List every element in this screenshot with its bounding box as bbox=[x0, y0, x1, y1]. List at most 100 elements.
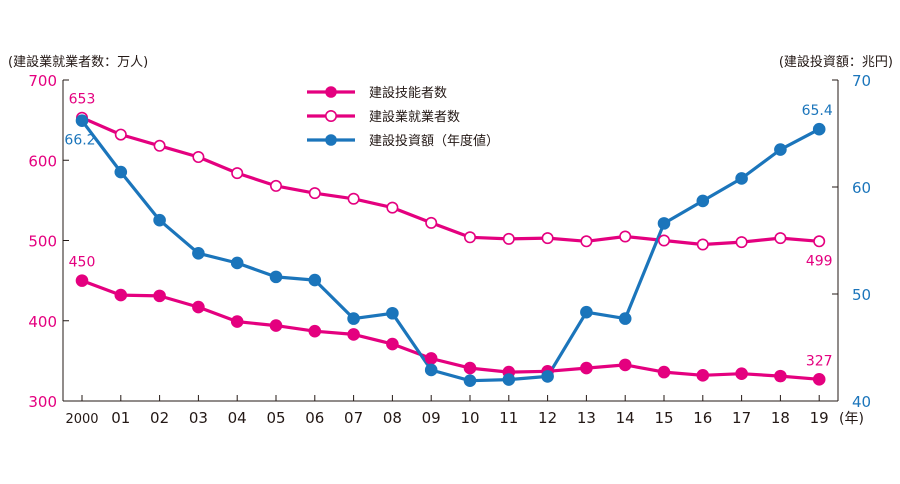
x-axis-tick-label: 05 bbox=[266, 409, 285, 427]
series-2-point bbox=[620, 231, 630, 241]
data-label: 65.4 bbox=[802, 103, 833, 119]
x-axis-tick-label: 13 bbox=[577, 409, 596, 427]
series-3-point bbox=[542, 371, 554, 383]
series-1-point bbox=[193, 301, 205, 313]
series-1-point bbox=[619, 359, 631, 371]
x-axis-tick-label: 16 bbox=[693, 409, 712, 427]
left-axis-tick-label: 300 bbox=[28, 393, 57, 411]
series-3-point bbox=[231, 257, 243, 269]
left-axis-title: (建設業就業者数：万人) bbox=[8, 54, 148, 70]
right-axis-title: (建設投資額：兆円) bbox=[779, 54, 893, 70]
series-2-point bbox=[116, 129, 126, 139]
series-1-point bbox=[736, 368, 748, 380]
x-axis-tick-label: 15 bbox=[654, 409, 673, 427]
x-axis-tick-label: 08 bbox=[383, 409, 402, 427]
left-axis-tick-label: 400 bbox=[28, 313, 57, 331]
series-3-point bbox=[658, 218, 670, 230]
x-axis-tick-label: 09 bbox=[422, 409, 441, 427]
series-2-point bbox=[310, 188, 320, 198]
left-axis-tick-label: 600 bbox=[28, 152, 57, 170]
data-label: 327 bbox=[806, 353, 833, 369]
x-axis-tick-label: 19 bbox=[810, 409, 829, 427]
x-axis-tick-label: 02 bbox=[150, 409, 169, 427]
series-3-point bbox=[813, 123, 825, 135]
x-axis-unit-label: (年) bbox=[839, 411, 864, 427]
series-3-point bbox=[425, 364, 437, 376]
series-3-point bbox=[115, 166, 127, 178]
series-1-point bbox=[154, 290, 166, 302]
series-2-point bbox=[232, 168, 242, 178]
series-1-point bbox=[231, 316, 243, 328]
series-3-point bbox=[193, 248, 205, 260]
series-2-point bbox=[348, 194, 358, 204]
series-3-point bbox=[76, 115, 88, 127]
series-3-point bbox=[154, 214, 166, 226]
series-2-point bbox=[154, 141, 164, 151]
x-axis-tick-label: 14 bbox=[616, 409, 635, 427]
series-2-point bbox=[581, 236, 591, 246]
series-3-point bbox=[736, 173, 748, 185]
x-axis-tick-label: 17 bbox=[732, 409, 751, 427]
legend-label: 建設技能者数 bbox=[369, 85, 447, 101]
chart: 300 400 500 600 700 40 50 60 70 (建設業就業者数：万人) (建設投資… bbox=[0, 0, 900, 480]
series-3-point bbox=[348, 313, 360, 325]
data-label: 499 bbox=[806, 253, 833, 269]
series-2-point bbox=[426, 218, 436, 228]
series-1-point bbox=[425, 353, 437, 365]
series-2-point bbox=[504, 234, 514, 244]
series-3-point bbox=[387, 307, 399, 319]
series-1-point bbox=[387, 338, 399, 350]
series-1-point bbox=[270, 320, 282, 332]
right-axis-tick-label: 70 bbox=[852, 72, 871, 90]
legend-label: 建設業就業者数 bbox=[369, 109, 460, 125]
series-3-point bbox=[270, 271, 282, 283]
series-line-1 bbox=[82, 281, 819, 380]
series-1-point bbox=[697, 370, 709, 382]
series-2-point bbox=[736, 237, 746, 247]
legend-swatch-marker bbox=[325, 134, 337, 146]
series-1-point bbox=[775, 370, 787, 382]
series-3-point bbox=[581, 306, 593, 318]
series-2-point bbox=[775, 233, 785, 243]
series-1-point bbox=[813, 374, 825, 386]
legend-swatch-marker bbox=[325, 86, 337, 98]
series-2-point bbox=[698, 239, 708, 249]
line-chart-svg: 30040050060070040506070(建設業就業者数：万人) (建設投資… bbox=[0, 0, 900, 480]
x-axis-tick-label: 11 bbox=[499, 409, 518, 427]
x-axis-tick-label: 06 bbox=[305, 409, 324, 427]
x-axis-tick-label: 12 bbox=[538, 409, 557, 427]
series-3-point bbox=[309, 274, 321, 286]
series-2-point bbox=[542, 233, 552, 243]
series-2-point bbox=[387, 202, 397, 212]
x-axis-tick-label: 04 bbox=[228, 409, 247, 427]
series-2-point bbox=[465, 232, 475, 242]
x-axis-tick-label: 07 bbox=[344, 409, 363, 427]
right-axis-tick-label: 60 bbox=[852, 179, 871, 197]
series-1-point bbox=[464, 362, 476, 374]
x-axis-tick-label: 03 bbox=[189, 409, 208, 427]
data-label: 653 bbox=[69, 92, 96, 108]
x-axis-tick-label: 10 bbox=[460, 409, 479, 427]
series-1-point bbox=[581, 362, 593, 374]
legend-label: 建設投資額（年度値） bbox=[369, 133, 499, 149]
x-axis-tick-label: 01 bbox=[111, 409, 130, 427]
left-axis-tick-label: 500 bbox=[28, 233, 57, 251]
series-2-point bbox=[659, 235, 669, 245]
series-1-point bbox=[658, 366, 670, 378]
right-axis-tick-label: 40 bbox=[852, 393, 871, 411]
series-1-point bbox=[115, 289, 127, 301]
series-3-point bbox=[697, 195, 709, 207]
x-axis-tick-label: 18 bbox=[771, 409, 790, 427]
series-3-point bbox=[464, 375, 476, 387]
series-1-point bbox=[309, 325, 321, 337]
series-3-point bbox=[619, 313, 631, 325]
series-2-point bbox=[271, 181, 281, 191]
series-1-point bbox=[348, 329, 360, 341]
series-3-point bbox=[775, 144, 787, 156]
series-2-point bbox=[814, 236, 824, 246]
legend-swatch-marker bbox=[326, 111, 336, 121]
data-label: 450 bbox=[69, 255, 96, 271]
right-axis-tick-label: 50 bbox=[852, 286, 871, 304]
x-axis-tick-label: 2000 bbox=[65, 412, 98, 427]
series-2-point bbox=[193, 152, 203, 162]
